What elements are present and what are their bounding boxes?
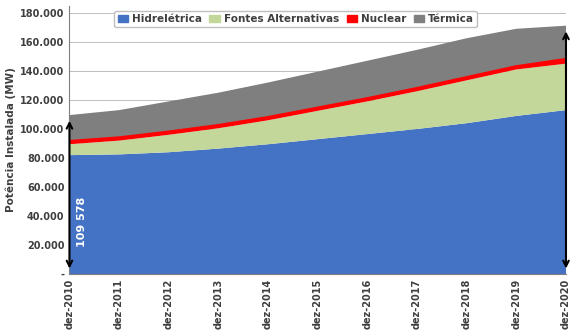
Text: 171 138: 171 138 (572, 167, 582, 217)
Text: 109 578: 109 578 (77, 197, 87, 247)
Legend: Hidrelétrica, Fontes Alternativas, Nuclear, Térmica: Hidrelétrica, Fontes Alternativas, Nucle… (114, 11, 477, 27)
Y-axis label: Potência Instalada (MW): Potência Instalada (MW) (5, 67, 16, 212)
